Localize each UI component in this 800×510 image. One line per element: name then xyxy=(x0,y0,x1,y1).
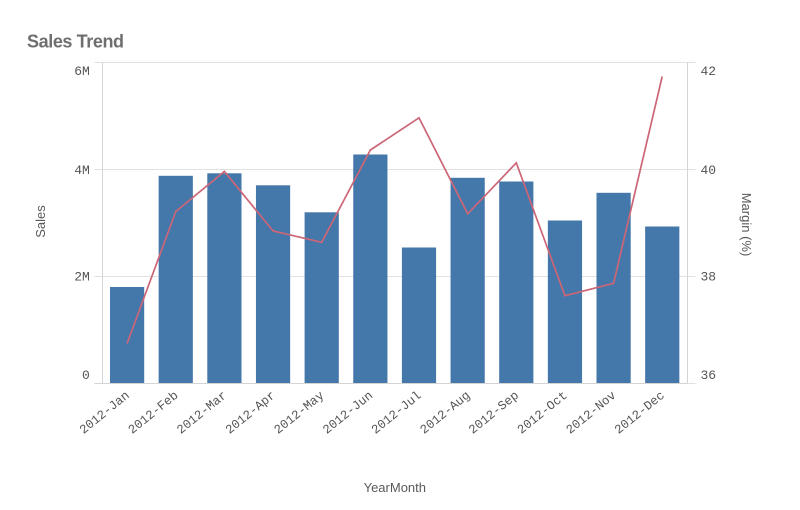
svg-text:2012-Feb: 2012-Feb xyxy=(126,389,181,438)
svg-text:2012-Sep: 2012-Sep xyxy=(466,389,521,438)
svg-text:42: 42 xyxy=(701,64,717,79)
svg-text:40: 40 xyxy=(701,163,717,178)
svg-text:Sales: Sales xyxy=(33,205,48,238)
svg-text:0: 0 xyxy=(82,368,90,383)
svg-text:6M: 6M xyxy=(74,64,90,79)
svg-text:4M: 4M xyxy=(74,163,90,178)
svg-text:2M: 2M xyxy=(74,269,90,284)
svg-text:Margin (%): Margin (%) xyxy=(739,193,754,257)
svg-text:36: 36 xyxy=(701,368,717,383)
svg-text:2012-Mar: 2012-Mar xyxy=(174,389,229,438)
svg-text:2012-Oct: 2012-Oct xyxy=(515,389,570,438)
svg-text:38: 38 xyxy=(701,269,717,284)
svg-text:2012-Aug: 2012-Aug xyxy=(418,389,473,438)
svg-text:2012-Dec: 2012-Dec xyxy=(612,389,667,438)
svg-text:2012-Jul: 2012-Jul xyxy=(369,389,424,438)
svg-text:2012-Jun: 2012-Jun xyxy=(320,389,375,438)
svg-text:YearMonth: YearMonth xyxy=(364,480,426,495)
svg-text:2012-Apr: 2012-Apr xyxy=(223,389,278,438)
svg-text:2012-Jan: 2012-Jan xyxy=(77,389,132,438)
svg-text:2012-Nov: 2012-Nov xyxy=(564,388,620,437)
svg-text:2012-May: 2012-May xyxy=(272,388,328,437)
svg-text:Sales Trend: Sales Trend xyxy=(27,32,124,52)
